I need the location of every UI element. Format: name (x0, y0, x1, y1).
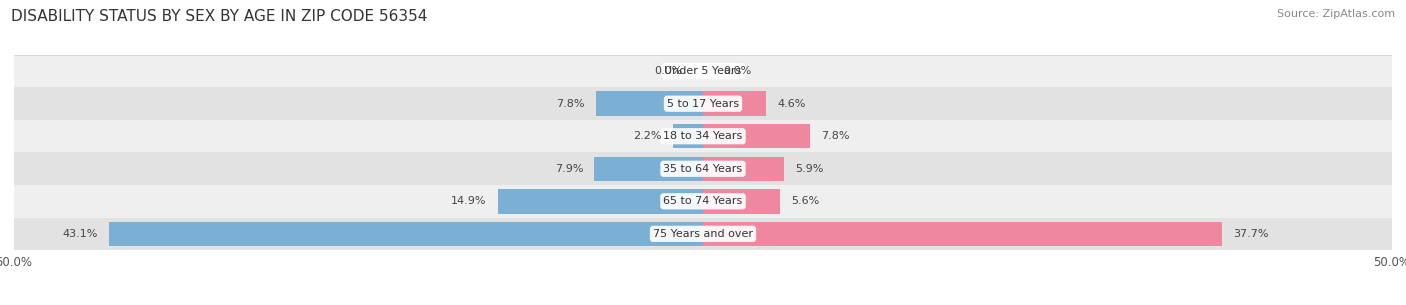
Text: 5.6%: 5.6% (792, 196, 820, 206)
Text: 7.8%: 7.8% (555, 99, 585, 109)
Text: 35 to 64 Years: 35 to 64 Years (664, 164, 742, 174)
Text: 14.9%: 14.9% (451, 196, 486, 206)
Bar (703, 92, 766, 116)
Bar (14, 88, 1392, 120)
Bar (498, 189, 703, 213)
Text: 4.6%: 4.6% (778, 99, 806, 109)
Bar (14, 152, 1392, 185)
Text: 43.1%: 43.1% (63, 229, 98, 239)
Bar (596, 92, 703, 116)
Text: 7.9%: 7.9% (554, 164, 583, 174)
Bar (14, 120, 1392, 152)
Text: 0.0%: 0.0% (724, 66, 752, 76)
Text: 65 to 74 Years: 65 to 74 Years (664, 196, 742, 206)
Bar (703, 124, 810, 149)
Text: DISABILITY STATUS BY SEX BY AGE IN ZIP CODE 56354: DISABILITY STATUS BY SEX BY AGE IN ZIP C… (11, 9, 427, 24)
Text: 0.0%: 0.0% (654, 66, 682, 76)
Bar (703, 189, 780, 213)
Text: 2.2%: 2.2% (633, 131, 662, 141)
Bar (595, 156, 703, 181)
Text: Under 5 Years: Under 5 Years (665, 66, 741, 76)
Bar (14, 55, 1392, 88)
Bar (110, 222, 703, 246)
Bar (672, 124, 703, 149)
Bar (703, 156, 785, 181)
Text: 5 to 17 Years: 5 to 17 Years (666, 99, 740, 109)
Text: 5.9%: 5.9% (796, 164, 824, 174)
Bar (14, 217, 1392, 250)
Text: 75 Years and over: 75 Years and over (652, 229, 754, 239)
Text: 37.7%: 37.7% (1233, 229, 1270, 239)
Text: 18 to 34 Years: 18 to 34 Years (664, 131, 742, 141)
Text: Source: ZipAtlas.com: Source: ZipAtlas.com (1277, 9, 1395, 19)
Bar (14, 185, 1392, 217)
Text: 7.8%: 7.8% (821, 131, 851, 141)
Bar (703, 222, 1222, 246)
